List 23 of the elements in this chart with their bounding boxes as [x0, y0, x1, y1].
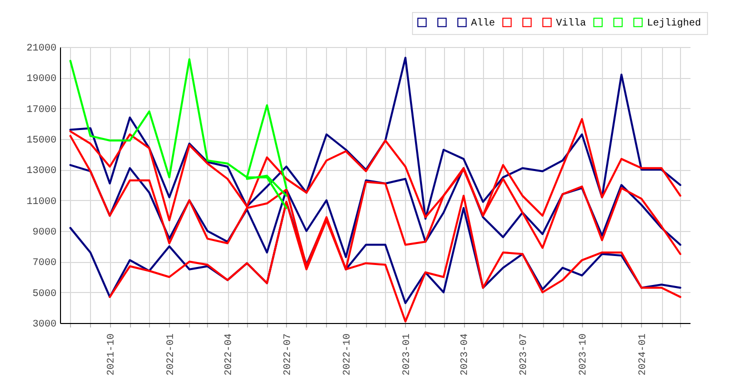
x-tick-label: 2022-10 [342, 334, 354, 376]
y-tick-label: 15000 [26, 136, 56, 146]
y-tick-label: 21000 [26, 44, 56, 54]
y-tick-label: 19000 [26, 74, 56, 86]
x-tick-label: 2022-07 [282, 334, 294, 376]
x-tick-label: 2023-10 [578, 334, 590, 376]
y-tick-label: 11000 [26, 196, 56, 208]
legend-label: Lejlighed [647, 17, 702, 30]
x-tick-label: 2024-01 [638, 334, 649, 376]
y-tick-label: 7000 [32, 258, 56, 270]
x-tick-label: 2022-04 [224, 334, 236, 376]
x-tick-label: 2023-07 [518, 334, 530, 376]
y-tick-label: 13000 [26, 166, 56, 178]
legend-label: Alle [471, 17, 496, 30]
y-tick-label: 3000 [32, 320, 56, 330]
x-tick-label: 2021-10 [106, 334, 118, 376]
x-tick-label: 2023-01 [402, 334, 413, 376]
y-tick-label: 5000 [32, 288, 56, 300]
y-tick-label: 17000 [26, 104, 56, 116]
legend-label: Villa [556, 17, 586, 30]
x-tick-label: 2023-04 [460, 334, 472, 376]
y-tick-label: 9000 [32, 228, 56, 238]
x-tick-label: 2022-01 [166, 334, 177, 376]
